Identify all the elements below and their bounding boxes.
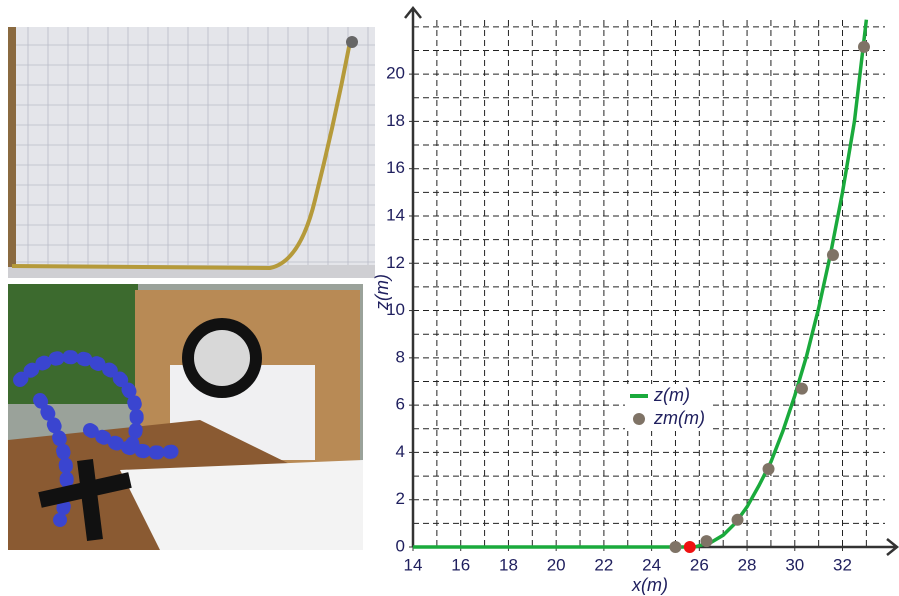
data-point: [858, 41, 870, 53]
y-tick-label: 6: [396, 395, 405, 414]
x-tick-label: 30: [785, 555, 804, 574]
legend-swatch: [633, 413, 645, 425]
x-tick-label: 26: [690, 555, 709, 574]
y-tick-label: 16: [386, 158, 405, 177]
x-tick-label: 28: [738, 555, 757, 574]
data-line: [413, 20, 866, 547]
x-tick-label: 24: [642, 555, 661, 574]
y-tick-label: 18: [386, 111, 405, 130]
data-point: [700, 535, 712, 547]
data-point: [684, 541, 696, 553]
y-tick-label: 0: [396, 536, 405, 555]
legend-label: z(m): [653, 385, 690, 405]
data-point: [763, 463, 775, 475]
data-point: [732, 514, 744, 526]
x-tick-label: 20: [547, 555, 566, 574]
x-axis-label: x(m): [631, 575, 668, 595]
x-tick-label: 14: [404, 555, 423, 574]
photo-top: [8, 27, 375, 278]
data-point: [796, 383, 808, 395]
legend-label: zm(m): [653, 408, 705, 428]
data-point: [827, 249, 839, 261]
x-tick-label: 22: [594, 555, 613, 574]
y-tick-label: 10: [386, 300, 405, 319]
x-tick-label: 16: [451, 555, 470, 574]
y-tick-label: 4: [396, 442, 405, 461]
y-tick-label: 14: [386, 205, 405, 224]
x-tick-label: 32: [833, 555, 852, 574]
y-tick-label: 8: [396, 347, 405, 366]
y-tick-label: 20: [386, 64, 405, 83]
y-tick-label: 12: [386, 253, 405, 272]
y-axis: [405, 8, 421, 547]
data-point: [669, 541, 681, 553]
photo-bottom: [8, 284, 363, 550]
x-tick-label: 18: [499, 555, 518, 574]
y-tick-label: 2: [396, 489, 405, 508]
figure: x(m) z(m) 141618202224262830320246810121…: [0, 0, 899, 596]
